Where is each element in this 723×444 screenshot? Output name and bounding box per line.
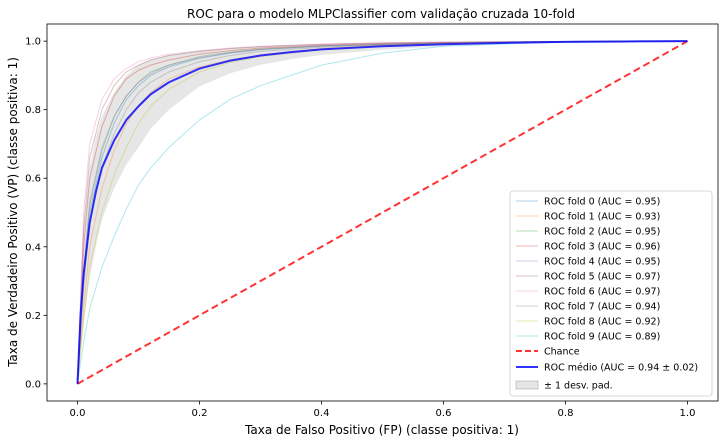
axes-frame bbox=[46, 23, 719, 402]
roc-fold-3-line bbox=[77, 40, 688, 384]
x-axis-label: Taxa de Falso Positivo (FP) (classe posi… bbox=[244, 423, 519, 437]
x-tick-label: 0.8 bbox=[558, 408, 574, 419]
legend-entry-label: ROC fold 0 (AUC = 0.95) bbox=[544, 197, 660, 208]
y-tick-label: 0.8 bbox=[25, 105, 41, 116]
y-axis-label: Taxa de Verdadeiro Positivo (VP) (classe… bbox=[6, 57, 20, 368]
plot-area bbox=[76, 40, 688, 385]
x-tick-label: 1.0 bbox=[680, 408, 696, 419]
legend-entry-label: ROC fold 3 (AUC = 0.96) bbox=[544, 242, 660, 253]
legend-entry-label: ROC fold 8 (AUC = 0.92) bbox=[544, 317, 660, 328]
y-tick-label: 0.4 bbox=[25, 242, 41, 253]
x-tick-label: 0.6 bbox=[436, 408, 452, 419]
legend-entry-label: Chance bbox=[544, 347, 580, 358]
legend-entry-label: ROC fold 6 (AUC = 0.97) bbox=[544, 287, 660, 298]
legend-swatch bbox=[515, 380, 539, 390]
roc-fold-6-line bbox=[77, 40, 688, 384]
mean-roc-line bbox=[76, 40, 688, 384]
y-tick-label: 1.0 bbox=[25, 37, 41, 48]
chart-title: ROC para o modelo MLPClassifier com vali… bbox=[187, 7, 575, 21]
roc-fold-2-line bbox=[77, 40, 688, 384]
y-tick-label: 0.6 bbox=[25, 174, 41, 185]
std-band bbox=[77, 41, 688, 384]
x-axis: 0.0 0.2 0.4 0.6 0.8 1.0 bbox=[70, 401, 696, 419]
legend-entry-label: ROC fold 7 (AUC = 0.94) bbox=[544, 302, 660, 313]
legend: ROC fold 0 (AUC = 0.95) ROC fold 1 (AUC =… bbox=[509, 190, 713, 397]
legend-entry-label: ROC fold 1 (AUC = 0.93) bbox=[544, 212, 660, 223]
y-tick-label: 0.0 bbox=[25, 379, 41, 390]
legend-entry-label: ROC fold 5 (AUC = 0.97) bbox=[544, 272, 660, 283]
legend-entry-label: ROC fold 2 (AUC = 0.95) bbox=[544, 227, 660, 238]
roc-fold-5-line bbox=[77, 40, 688, 384]
legend-entry-label: ± 1 desv. pad. bbox=[544, 381, 613, 392]
x-tick-label: 0.2 bbox=[192, 408, 208, 419]
roc-fold-9-line bbox=[77, 40, 688, 384]
chance-line bbox=[77, 40, 688, 385]
roc-fold-4-line bbox=[77, 40, 688, 384]
roc-fold-0-line bbox=[77, 40, 688, 384]
legend-box bbox=[509, 190, 713, 397]
legend-entry-label: ROC fold 9 (AUC = 0.89) bbox=[544, 332, 660, 343]
x-tick-label: 0.4 bbox=[314, 408, 330, 419]
y-axis: 0.0 0.2 0.4 0.6 0.8 1.0 bbox=[25, 37, 47, 390]
x-tick-label: 0.0 bbox=[70, 408, 86, 419]
legend-entry-label: ROC fold 4 (AUC = 0.95) bbox=[544, 257, 660, 268]
legend-entry-label: ROC médio (AUC = 0.94 ± 0.02) bbox=[544, 363, 698, 374]
roc-fold-1-line bbox=[77, 40, 688, 384]
y-tick-label: 0.2 bbox=[25, 311, 41, 322]
